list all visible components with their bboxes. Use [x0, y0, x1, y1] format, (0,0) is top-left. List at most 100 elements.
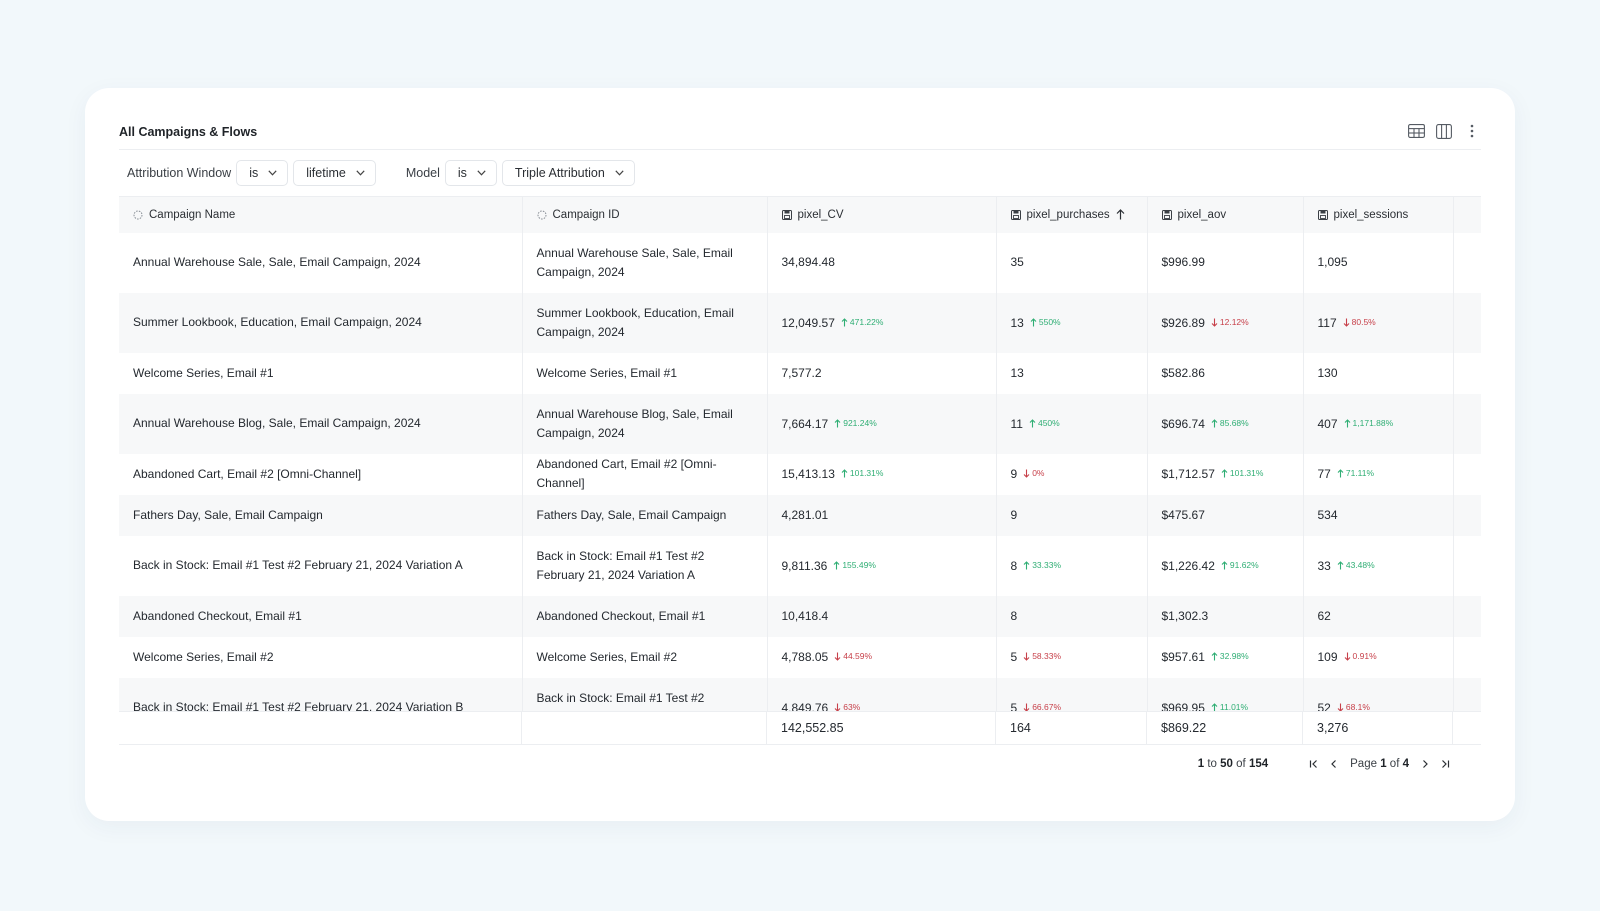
card-header: All Campaigns & Flows	[119, 116, 1481, 150]
campaign-id: Annual Warehouse Sale, Sale, Email Campa…	[536, 245, 733, 279]
pagination: 1 to 50 of 154 Page 1 of 4	[1198, 754, 1455, 774]
delta-value: 1,171.88%	[1352, 417, 1394, 428]
delta-badge: 43.48%	[1337, 556, 1375, 575]
arrow-up-icon	[841, 317, 848, 326]
columns-icon[interactable]	[1435, 122, 1453, 140]
attribution-operator-value: is	[249, 166, 259, 180]
column-header-pixel-purchases[interactable]: pixel_purchases	[996, 196, 1148, 233]
pixel-sessions-value: 77	[1317, 467, 1331, 481]
campaigns-table-container[interactable]: Campaign Name Campaign ID pixel_CV pixel…	[119, 196, 1481, 751]
table-row[interactable]: Summer Lookbook, Education, Email Campai…	[119, 292, 1481, 353]
next-page-icon[interactable]	[1415, 754, 1435, 774]
totals-pixel-purchases: 164	[996, 712, 1147, 744]
table-row[interactable]: Back in Stock: Email #1 Test #2 February…	[119, 535, 1481, 596]
cell-pixel-cv: 4,281.01	[767, 494, 997, 536]
delta-badge: 44.59%	[834, 647, 872, 666]
previous-page-icon[interactable]	[1324, 754, 1344, 774]
arrow-up-icon	[1029, 418, 1036, 427]
table-row[interactable]: Annual Warehouse Blog, Sale, Email Campa…	[119, 393, 1481, 454]
pixel-cv-value: 4,788.05	[781, 650, 829, 664]
delta-badge: 91.62%	[1221, 556, 1259, 575]
cell-filler	[1453, 595, 1481, 637]
page-current: 1	[1380, 758, 1387, 770]
pixel-cv-value: 9,811.36	[781, 558, 828, 573]
table-row[interactable]: Welcome Series, Email #1 Welcome Series, …	[119, 352, 1481, 394]
chevron-down-icon	[356, 170, 365, 176]
arrow-up-icon	[1337, 469, 1344, 478]
column-header-campaign-name[interactable]: Campaign Name	[119, 196, 523, 233]
table-row[interactable]: Annual Warehouse Sale, Sale, Email Campa…	[119, 232, 1481, 293]
column-header-campaign-id[interactable]: Campaign ID	[522, 196, 768, 233]
cell-pixel-aov: $475.67	[1147, 494, 1304, 536]
pixel-purchases-value: 9	[1010, 507, 1018, 522]
delta-badge: 1,171.88%	[1344, 414, 1394, 433]
cell-pixel-purchases: 8 33.33%	[996, 535, 1148, 596]
column-header-pixel-sessions[interactable]: pixel_sessions	[1303, 196, 1454, 233]
arrow-up-icon	[841, 469, 848, 478]
pixel-purchases-value: 11	[1010, 416, 1023, 431]
delta-value: 450%	[1037, 417, 1060, 428]
table-row[interactable]: Abandoned Cart, Email #2 [Omni-Channel] A…	[119, 453, 1481, 495]
column-label: Campaign ID	[552, 208, 620, 221]
arrow-up-icon	[1221, 560, 1228, 569]
column-header-pixel-cv[interactable]: pixel_CV	[767, 196, 997, 233]
table-row[interactable]: Fathers Day, Sale, Email Campaign Fathers…	[119, 494, 1481, 536]
delta-value: 101.31%	[849, 468, 884, 478]
pixel-cv-value: 12,049.57	[781, 315, 835, 330]
cell-campaign-id: Welcome Series, Email #2	[522, 636, 768, 678]
card-title: All Campaigns & Flows	[119, 125, 258, 139]
cell-pixel-purchases: 11 450%	[996, 393, 1148, 454]
campaign-id: Abandoned Cart, Email #2 [Omni-Channel]	[536, 457, 717, 490]
campaign-name: Abandoned Cart, Email #2 [Omni-Channel]	[133, 466, 362, 481]
dimension-icon	[537, 210, 546, 220]
campaign-name: Fathers Day, Sale, Email Campaign	[133, 507, 323, 522]
column-header-filler	[1453, 196, 1481, 233]
delta-value: 68.1%	[1345, 701, 1370, 712]
page-of: of	[1389, 758, 1400, 770]
delta-value: 80.5%	[1351, 316, 1376, 327]
pixel-purchases-value: 13	[1010, 365, 1024, 380]
delta-value: 155.49%	[842, 559, 876, 570]
cell-campaign-name: Back in Stock: Email #1 Test #2 February…	[119, 535, 523, 596]
pixel-aov-value: $696.74	[1161, 416, 1205, 431]
pixel-sessions-value: 534	[1317, 507, 1338, 522]
cell-pixel-purchases: 8	[996, 595, 1148, 637]
model-operator-dropdown[interactable]: is	[444, 160, 497, 186]
delta-badge: 66.67%	[1023, 698, 1061, 717]
column-header-pixel-aov[interactable]: pixel_aov	[1147, 196, 1304, 233]
delta-badge: 85.68%	[1211, 414, 1249, 433]
arrow-down-icon	[1023, 652, 1030, 661]
cell-pixel-aov: $1,712.57 101.31%	[1147, 453, 1304, 495]
campaign-name: Summer Lookbook, Education, Email Campai…	[133, 315, 422, 329]
column-label: pixel_CV	[797, 208, 844, 221]
cell-pixel-cv: 7,664.17 921.24%	[767, 393, 997, 454]
first-page-icon[interactable]	[1304, 754, 1324, 774]
more-vertical-icon[interactable]	[1463, 122, 1481, 140]
cell-pixel-sessions: 33 43.48%	[1303, 535, 1454, 596]
delta-value: 11.01%	[1219, 701, 1249, 712]
pixel-cv-value: 7,664.17	[781, 416, 829, 431]
table-row[interactable]: Welcome Series, Email #2 Welcome Series, …	[119, 636, 1481, 678]
pixel-aov-value: $475.67	[1161, 507, 1205, 522]
campaign-name: Annual Warehouse Sale, Sale, Email Campa…	[133, 255, 421, 269]
delta-value: 63%	[843, 701, 861, 712]
model-dropdown[interactable]: Triple Attribution	[501, 160, 635, 186]
campaign-name: Welcome Series, Email #1	[133, 365, 274, 380]
attribution-operator-dropdown[interactable]: is	[236, 160, 289, 186]
attribution-window-dropdown[interactable]: lifetime	[293, 160, 376, 186]
arrow-down-icon	[1023, 703, 1030, 712]
delta-badge: 101.31%	[841, 464, 884, 483]
campaign-id: Welcome Series, Email #1	[536, 365, 678, 380]
last-page-icon[interactable]	[1435, 754, 1455, 774]
pixel-cv-value: 34,894.48	[781, 255, 835, 269]
cell-pixel-cv: 12,049.57 471.22%	[767, 292, 997, 353]
cell-pixel-aov: $696.74 85.68%	[1147, 393, 1304, 454]
pixel-purchases-value: 35	[1010, 255, 1024, 269]
sort-ascending-icon[interactable]	[1116, 209, 1125, 220]
table-row[interactable]: Abandoned Checkout, Email #1 Abandoned Ch…	[119, 595, 1481, 637]
dimension-icon	[133, 210, 143, 220]
cell-pixel-sessions: 117 80.5%	[1303, 292, 1454, 353]
cell-pixel-sessions: 534	[1303, 494, 1454, 536]
table-icon[interactable]	[1407, 122, 1425, 140]
delta-value: 12.12%	[1219, 316, 1249, 327]
